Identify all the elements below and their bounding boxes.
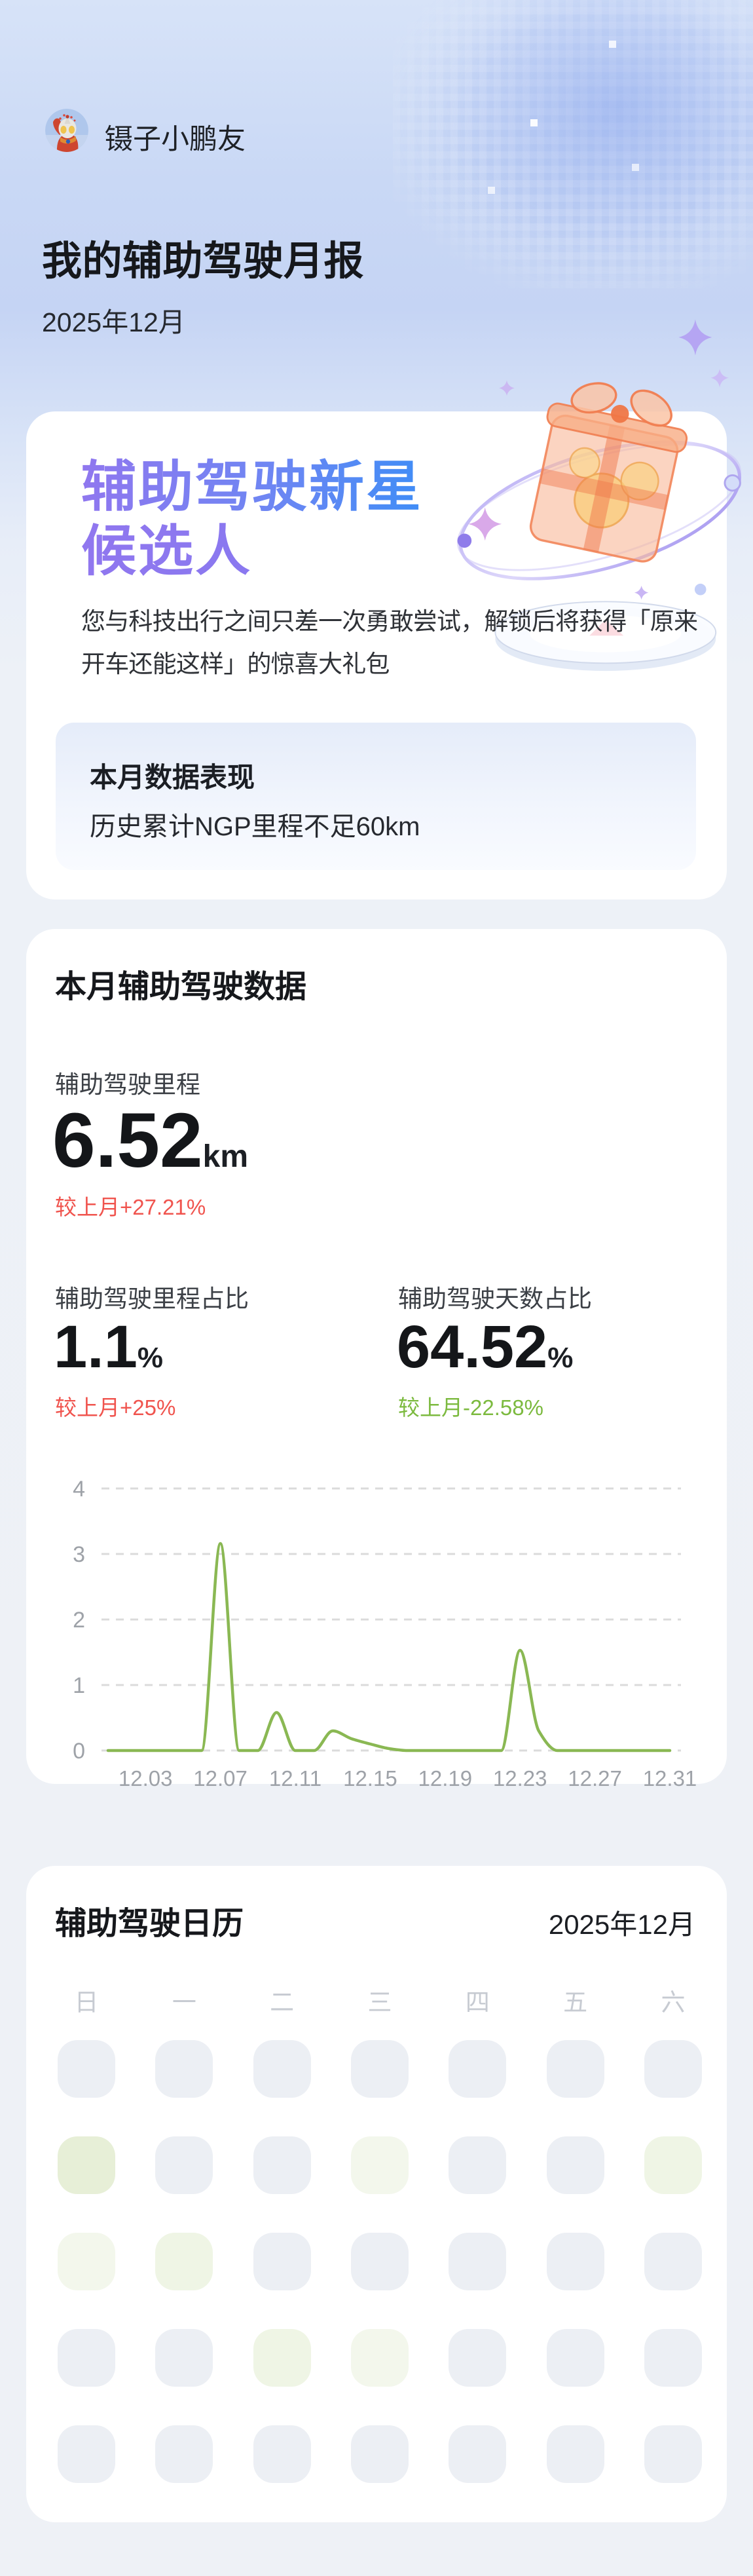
calendar-day-cell: [155, 2040, 213, 2098]
y-axis-tick-label: 4: [73, 1477, 85, 1502]
metric-days-ratio-unit: %: [547, 1342, 574, 1374]
metric-mileage-ratio-value: 1.1%: [54, 1317, 163, 1377]
weekday-header-6: 六: [661, 1989, 686, 2016]
daily-mileage-line-chart: 0 1 2 3 4 12.03 12.07 12.11 12.15 12.19 12.23 12.27…: [73, 1477, 697, 1790]
calendar-day-cell: [449, 2329, 507, 2387]
summary-box: 本月数据表现 历史累计NGP里程不足60km: [56, 723, 696, 870]
calendar-day-cell: [644, 2233, 702, 2290]
calendar-day-cell-active-10: [350, 2136, 409, 2194]
username: 镊子小鹏友: [105, 124, 246, 155]
metric-mileage-unit: km: [202, 1139, 249, 1174]
calendar-day-cell: [449, 2136, 507, 2194]
calendar-day-cell: [253, 2136, 311, 2194]
x-axis-tick-label: 12.11: [269, 1766, 321, 1790]
calendar-day-cell: [449, 2233, 507, 2290]
x-axis-tick-label: 12.03: [119, 1766, 173, 1790]
calendar-day-cell: [350, 2233, 409, 2290]
calendar-day-cell: [253, 2233, 311, 2290]
weekday-header-3: 三: [367, 1989, 392, 2016]
calendar-day-cell: [449, 2040, 507, 2098]
metric-mileage-change: 较上月+27.21%: [55, 1195, 206, 1219]
calendar-day-cell: [644, 2329, 702, 2387]
x-axis-tick-label: 12.27: [568, 1766, 622, 1790]
calendar-day-cell: [546, 2233, 604, 2290]
weekday-header-4: 四: [465, 1989, 490, 2016]
page-title: 我的辅助驾驶月报: [42, 238, 365, 283]
metric-mileage-ratio-label: 辅助驾驶里程占比: [55, 1285, 249, 1312]
y-axis-tick-label: 3: [73, 1542, 85, 1567]
orbit-bead: [457, 533, 472, 548]
hero-card: 辅助驾驶新星 候选人 您与科技出行之间只差一次勇敢尝试，解锁后将获得「原来开车还…: [26, 319, 742, 900]
calendar-day-cell: [644, 2040, 702, 2098]
metric-mileage-number: 6.52: [52, 1097, 203, 1184]
hero-badge-title: 辅助驾驶新星 候选人: [81, 455, 423, 583]
sparkle-pixel: [488, 187, 495, 194]
calendar-day-cell: [644, 2425, 702, 2483]
calendar-day-cell: [155, 2425, 213, 2483]
calendar-day-cell: [155, 2329, 213, 2387]
calendar-day-cell-active-14: [58, 2233, 115, 2290]
calendar-day-cell: [155, 2136, 213, 2194]
metric-days-ratio-change: 较上月-22.58%: [398, 1395, 543, 1420]
x-axis-tick-label: 12.19: [418, 1766, 473, 1790]
sparkle-pixel: [530, 119, 538, 126]
calendar-day-cell: [350, 2425, 409, 2483]
metric-mileage-ratio-number: 1.1: [54, 1314, 138, 1380]
summary-box-title: 本月数据表现: [90, 762, 255, 793]
monthly-data-card: 本月辅助驾驶数据 辅助驾驶里程 6.52km 较上月+27.21% 辅助驾驶里程…: [26, 929, 727, 1790]
metric-mileage-label: 辅助驾驶里程: [55, 1071, 200, 1098]
y-axis-tick-label: 2: [73, 1608, 85, 1633]
calendar-day-cell-active-23: [253, 2329, 311, 2387]
hero-badge-title-line2: 候选人: [81, 519, 423, 583]
metric-days-ratio-value: 64.52%: [397, 1317, 573, 1377]
calendar-day-cell-active-15: [155, 2233, 213, 2290]
hero-badge-title-line1: 辅助驾驶新星: [81, 456, 424, 518]
metric-mileage-ratio-unit: %: [137, 1342, 164, 1374]
weekday-header-5: 五: [563, 1989, 588, 2016]
mileage-line-series: [106, 1542, 672, 1752]
calendar-day-cell: [58, 2329, 115, 2387]
calendar-day-cell: [546, 2136, 604, 2194]
calendar-day-cell: [253, 2425, 311, 2483]
calendar-period: 2025年12月: [548, 1909, 695, 1940]
calendar-title: 辅助驾驶日历: [55, 1906, 244, 1941]
weekday-header-2: 二: [270, 1989, 295, 2016]
calendar-day-cell-active-13: [644, 2136, 702, 2194]
y-axis-tick-label: 0: [73, 1739, 85, 1764]
report-period: 2025年12月: [42, 307, 185, 337]
calendar-day-cell: [253, 2040, 311, 2098]
calendar-day-cell: [350, 2040, 409, 2098]
metric-mileage-ratio-change: 较上月+25%: [55, 1395, 176, 1420]
calendar-day-cell: [546, 2040, 604, 2098]
calendar-day-cell: [449, 2425, 507, 2483]
weekday-header-1: 一: [172, 1989, 196, 2016]
summary-box-content: 历史累计NGP里程不足60km: [90, 812, 420, 841]
calendar-day-cell: [58, 2040, 115, 2098]
metric-mileage-value: 6.52km: [52, 1102, 248, 1179]
calendar-day-cell-active-7: [58, 2136, 115, 2194]
sparkle-pixel: [609, 41, 616, 48]
calendar-card: 辅助驾驶日历 2025年12月 日 一 二 三 四 五 六: [26, 1866, 727, 2522]
avatar-ultraman-illustration: [45, 109, 88, 152]
weekday-header-0: 日: [74, 1989, 99, 2016]
x-axis-tick-label: 12.15: [343, 1766, 397, 1790]
x-axis-tick-label: 12.31: [643, 1766, 697, 1790]
data-card-title: 本月辅助驾驶数据: [55, 970, 307, 1004]
metric-days-ratio-label: 辅助驾驶天数占比: [398, 1285, 592, 1312]
calendar-day-cell-active-24: [350, 2329, 409, 2387]
metric-days-ratio-number: 64.52: [397, 1314, 548, 1380]
calendar-day-cell: [58, 2425, 115, 2483]
calendar-day-cell: [546, 2329, 604, 2387]
hero-description: 您与科技出行之间只差一次勇敢尝试，解锁后将获得「原来开车还能这样」的惊喜大礼包: [81, 608, 698, 677]
sparkle-star-icon: [678, 319, 712, 356]
y-axis-tick-label: 1: [73, 1673, 85, 1698]
x-axis-tick-label: 12.07: [193, 1766, 248, 1790]
calendar-day-cell: [546, 2425, 604, 2483]
avatar: [45, 109, 88, 152]
x-axis-tick-label: 12.23: [493, 1766, 547, 1790]
sparkle-pixel: [632, 164, 639, 171]
pixel-texture-decoration: [393, 0, 753, 288]
gift-box: [529, 382, 688, 563]
